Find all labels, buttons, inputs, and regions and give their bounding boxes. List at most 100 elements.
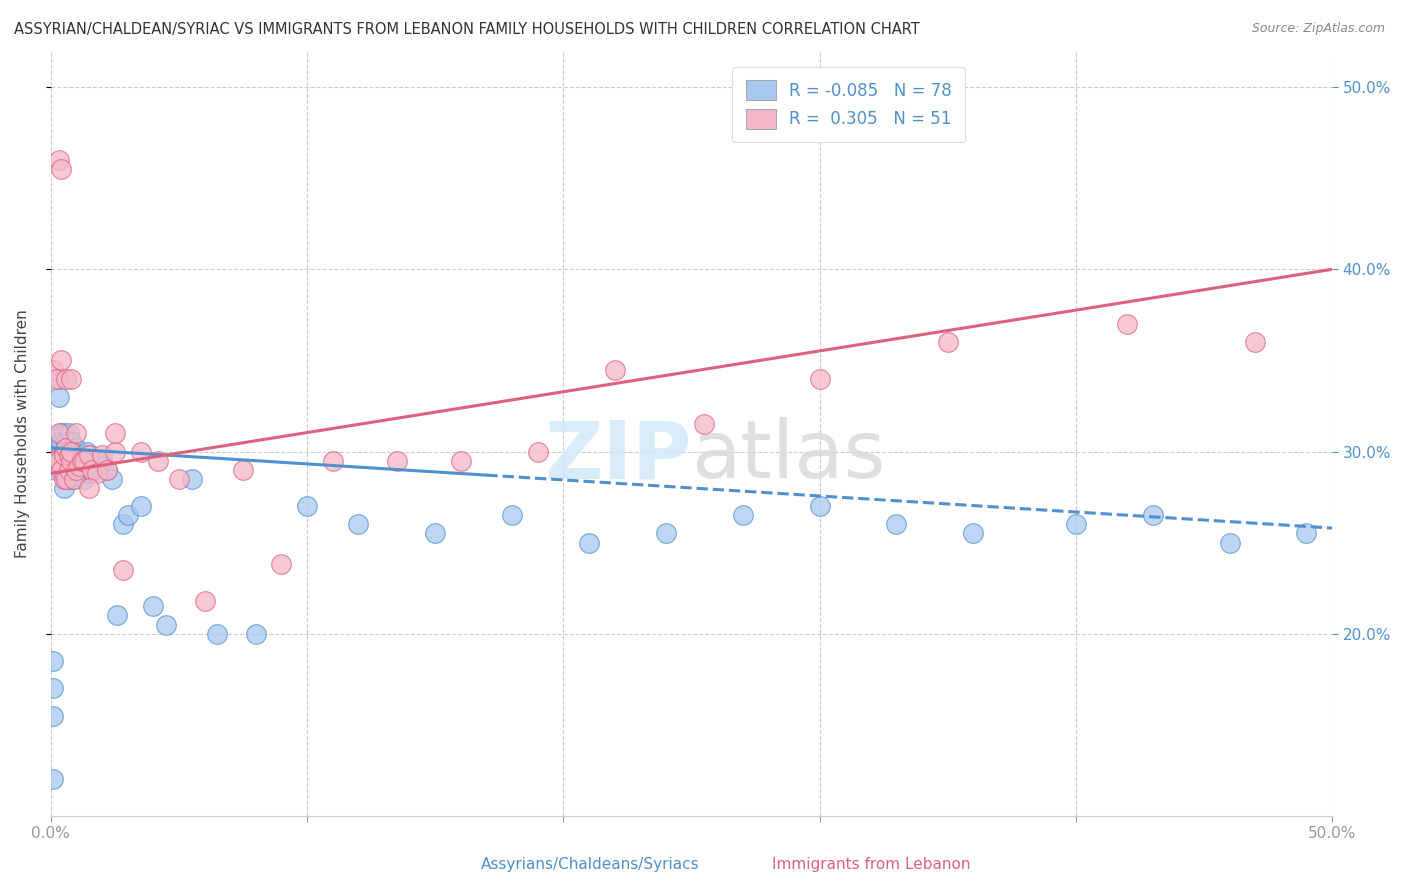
Point xyxy=(245,626,267,640)
Point xyxy=(603,362,626,376)
Point xyxy=(111,563,134,577)
Point xyxy=(58,426,80,441)
Point xyxy=(52,426,75,441)
Point xyxy=(67,459,90,474)
Point xyxy=(42,708,65,723)
Point xyxy=(60,463,83,477)
Point xyxy=(347,517,370,532)
Point xyxy=(55,435,77,450)
Point xyxy=(295,499,318,513)
Point xyxy=(48,153,70,167)
Point xyxy=(49,353,72,368)
Point xyxy=(52,444,75,458)
Point xyxy=(322,453,344,467)
Point xyxy=(96,463,118,477)
Point xyxy=(58,453,80,467)
Point xyxy=(76,444,98,458)
Point xyxy=(60,453,83,467)
Point xyxy=(49,463,72,477)
Point xyxy=(129,499,152,513)
Point xyxy=(207,626,229,640)
Point xyxy=(49,444,72,458)
Point xyxy=(63,472,86,486)
Point xyxy=(655,526,678,541)
Text: ZIP: ZIP xyxy=(544,417,692,495)
Point xyxy=(578,535,600,549)
Point xyxy=(693,417,716,432)
Point xyxy=(104,444,127,458)
Point xyxy=(67,448,90,462)
Point xyxy=(52,481,75,495)
Point xyxy=(936,335,959,350)
Point xyxy=(77,481,100,495)
Point xyxy=(385,453,408,467)
Point xyxy=(52,448,75,462)
Point xyxy=(45,453,67,467)
Text: atlas: atlas xyxy=(692,417,886,495)
Point xyxy=(49,162,72,177)
Point xyxy=(155,617,177,632)
Point xyxy=(49,435,72,450)
Point xyxy=(808,371,831,385)
Point xyxy=(77,448,100,462)
Point xyxy=(55,444,77,458)
Point xyxy=(70,459,93,474)
Point xyxy=(73,472,96,486)
Point xyxy=(91,448,114,462)
Text: Source: ZipAtlas.com: Source: ZipAtlas.com xyxy=(1251,22,1385,36)
Point xyxy=(129,444,152,458)
Y-axis label: Family Households with Children: Family Households with Children xyxy=(15,309,30,558)
Point xyxy=(58,472,80,486)
Point xyxy=(48,453,70,467)
Point xyxy=(52,472,75,486)
Point xyxy=(86,467,108,481)
Point xyxy=(180,472,202,486)
Point xyxy=(450,453,472,467)
Point xyxy=(104,426,127,441)
Point xyxy=(1116,317,1139,331)
Point xyxy=(77,467,100,481)
Point xyxy=(52,463,75,477)
Point xyxy=(49,453,72,467)
Point xyxy=(167,472,190,486)
Point xyxy=(148,453,170,467)
Point xyxy=(49,426,72,441)
Point xyxy=(42,453,65,467)
Point xyxy=(70,448,93,462)
Point xyxy=(1244,335,1267,350)
Point xyxy=(107,608,129,623)
Point xyxy=(55,371,77,385)
Point xyxy=(1219,535,1241,549)
Point xyxy=(45,453,67,467)
Point xyxy=(63,472,86,486)
Point xyxy=(48,371,70,385)
Point xyxy=(52,453,75,467)
Point xyxy=(886,517,908,532)
Point xyxy=(89,459,111,474)
Point xyxy=(67,463,90,477)
Point xyxy=(60,371,83,385)
Point xyxy=(65,441,87,455)
Point xyxy=(194,594,217,608)
Point xyxy=(58,463,80,477)
Point xyxy=(1295,526,1317,541)
Point xyxy=(808,499,831,513)
Point xyxy=(42,772,65,787)
Point xyxy=(60,453,83,467)
Point xyxy=(73,453,96,467)
Point xyxy=(48,390,70,404)
Point xyxy=(77,448,100,462)
Legend: R = -0.085   N = 78, R =  0.305   N = 51: R = -0.085 N = 78, R = 0.305 N = 51 xyxy=(733,67,965,143)
Point xyxy=(962,526,984,541)
Point xyxy=(80,463,103,477)
Point xyxy=(232,463,254,477)
Point xyxy=(501,508,523,523)
Point xyxy=(55,453,77,467)
Point xyxy=(1142,508,1164,523)
Point xyxy=(45,463,67,477)
Point xyxy=(83,459,105,474)
Point xyxy=(48,426,70,441)
Point xyxy=(63,444,86,458)
Point xyxy=(80,463,103,477)
Point xyxy=(48,453,70,467)
